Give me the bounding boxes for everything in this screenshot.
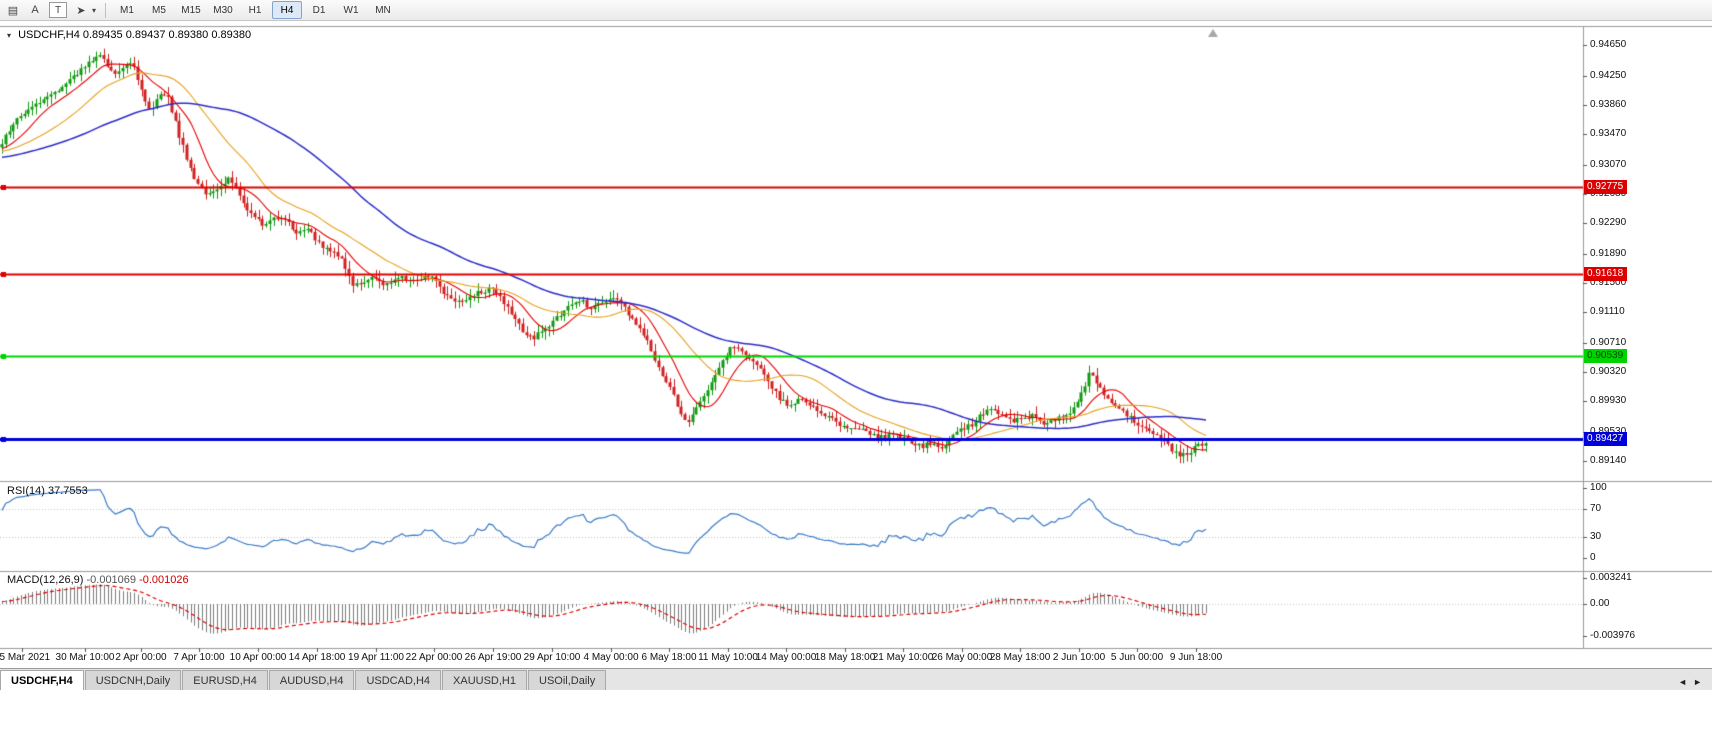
timeframe-m30[interactable]: M30 (213, 4, 233, 16)
chart-list-icon[interactable]: ▤ (7, 4, 19, 17)
macd-indicator-label: MACD(12,26,9) (7, 574, 84, 586)
chart-menu-arrow-icon[interactable]: ▾ (7, 31, 12, 40)
chart-tab-usdcnh[interactable]: USDCNH,Daily (84, 670, 182, 690)
chart-title-bar: ▾ USDCHF,H4 0.89435 0.89437 0.89380 0.89… (7, 29, 251, 41)
timeframe-h1[interactable]: H1 (248, 4, 262, 16)
rsi-label-bar: RSI(14) 37.7553 (7, 485, 88, 497)
rsi-indicator-label: RSI(14) (7, 485, 45, 497)
macd-label-bar: MACD(12,26,9) -0.001069 -0.001026 (7, 574, 189, 586)
chart-tab-bar: USDCHF,H4 USDCNH,Daily EURUSD,H4 AUDUSD,H4 U… (0, 668, 1712, 690)
ohlc-values: 0.89435 0.89437 0.89380 0.89380 (82, 29, 252, 41)
timeframe-m1[interactable]: M1 (120, 4, 134, 16)
timeframe-button-group: M1 M5 M15 M30 H1 H4 D1 W1 MN (112, 1, 398, 19)
timeframe-w1[interactable]: W1 (343, 4, 359, 16)
chart-tab-usdcad[interactable]: USDCAD,H4 (355, 670, 442, 690)
macd-main-value: -0.001069 (86, 574, 137, 586)
timeframe-mn[interactable]: MN (375, 4, 391, 16)
text-annotation-icon[interactable]: A (31, 4, 39, 16)
toolbar-separator (105, 2, 106, 18)
rsi-value: 37.7553 (47, 485, 88, 497)
timeframe-d1[interactable]: D1 (312, 4, 326, 16)
chart-tab-usoil[interactable]: USOil,Daily (528, 670, 607, 690)
chart-tab-audusd[interactable]: AUDUSD,H4 (268, 670, 355, 690)
text-label-icon[interactable]: T (49, 2, 67, 18)
tab-scroll-right-icon[interactable]: ► (1693, 677, 1702, 687)
timeframe-m15[interactable]: M15 (181, 4, 201, 16)
chart-tab-xauusd[interactable]: XAUUSD,H1 (442, 670, 527, 690)
timeframe-h4[interactable]: H4 (272, 1, 302, 19)
main-toolbar: ▤ A T ➤ ▾ M1 M5 M15 M30 H1 H4 D1 W1 MN (0, 0, 1712, 21)
chart-tab-usdchf[interactable]: USDCHF,H4 (0, 670, 84, 690)
tab-scroll-arrows: ◄ ► (1678, 677, 1712, 690)
timeframe-m5[interactable]: M5 (152, 4, 166, 16)
cursor-tool-icon[interactable]: ➤ (76, 4, 86, 17)
macd-signal-value: -0.001026 (139, 574, 189, 586)
dropdown-caret-icon[interactable]: ▾ (91, 5, 96, 15)
toolbar-icon-group: ▤ A T ➤ ▾ (3, 2, 99, 19)
tab-scroll-left-icon[interactable]: ◄ (1678, 677, 1688, 687)
chart-tab-eurusd[interactable]: EURUSD,H4 (182, 670, 268, 690)
symbol-period-label: USDCHF,H4 (18, 29, 80, 41)
